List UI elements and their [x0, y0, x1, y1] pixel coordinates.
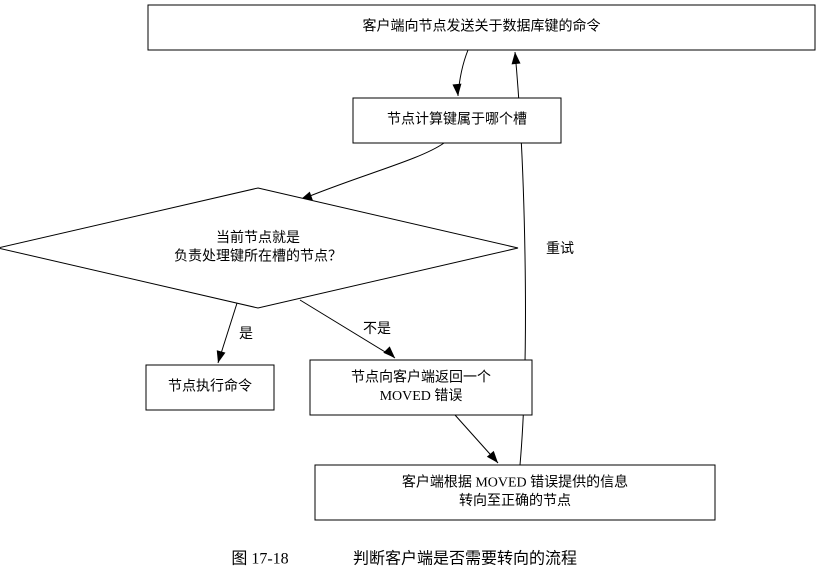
node-n3: 当前节点就是负责处理键所在槽的节点？: [0, 188, 518, 308]
node-text-n4-line: 节点执行命令: [168, 378, 252, 395]
edge-label-e6: 重试: [546, 241, 574, 257]
node-text-n6-line: 转向至正确的节点: [459, 493, 571, 509]
node-n4: 节点执行命令: [146, 365, 274, 410]
node-n2: 节点计算键属于哪个槽: [353, 98, 561, 143]
edge-label-e4: 不是: [363, 322, 391, 337]
nodes-layer: 客户端向节点发送关于数据库键的命令节点计算键属于哪个槽当前节点就是负责处理键所在…: [0, 5, 815, 520]
node-n1: 客户端向节点发送关于数据库键的命令: [148, 5, 815, 50]
node-text-n5-line: 节点向客户端返回一个: [351, 369, 491, 386]
flowchart-diagram: 是不是重试客户端向节点发送关于数据库键的命令节点计算键属于哪个槽当前节点就是负责…: [0, 0, 824, 577]
node-text-n5-line: MOVED 错误: [380, 388, 463, 404]
node-n5: 节点向客户端返回一个 MOVED 错误: [310, 360, 532, 415]
node-text-n3-line: 负责处理键所在槽的节点？: [174, 248, 342, 264]
node-text-n3-line: 当前节点就是: [216, 229, 300, 246]
caption-number: 图 17-18: [231, 551, 288, 568]
node-text-n2: 节点计算键属于哪个槽: [387, 112, 527, 128]
node-text-n1: 客户端向节点发送关于数据库键的命令: [363, 18, 601, 35]
edge-e2: [300, 143, 444, 200]
edge-arrowhead: [512, 52, 521, 64]
node-rect-n6: [315, 465, 715, 520]
node-rect-n5: [310, 360, 532, 415]
edge-arrowhead: [452, 84, 461, 96]
node-text-n2-line: 节点计算键属于哪个槽: [387, 112, 527, 128]
caption-text: 判断客户端是否需要转向的流程: [353, 550, 577, 568]
node-diamond-n3: [0, 188, 518, 308]
edge-label-e3: 是: [239, 327, 253, 342]
edge-arrowhead: [217, 350, 226, 363]
node-text-n6-line: 客户端根据 MOVED 错误提供的信息: [402, 474, 628, 491]
node-n6: 客户端根据 MOVED 错误提供的信息转向至正确的节点: [315, 465, 715, 520]
figure-caption: 图 17-18 判断客户端是否需要转向的流程: [231, 550, 577, 568]
node-text-n1-line: 客户端向节点发送关于数据库键的命令: [363, 18, 601, 35]
edge-arrowhead: [383, 346, 395, 358]
node-text-n4: 节点执行命令: [168, 378, 252, 395]
